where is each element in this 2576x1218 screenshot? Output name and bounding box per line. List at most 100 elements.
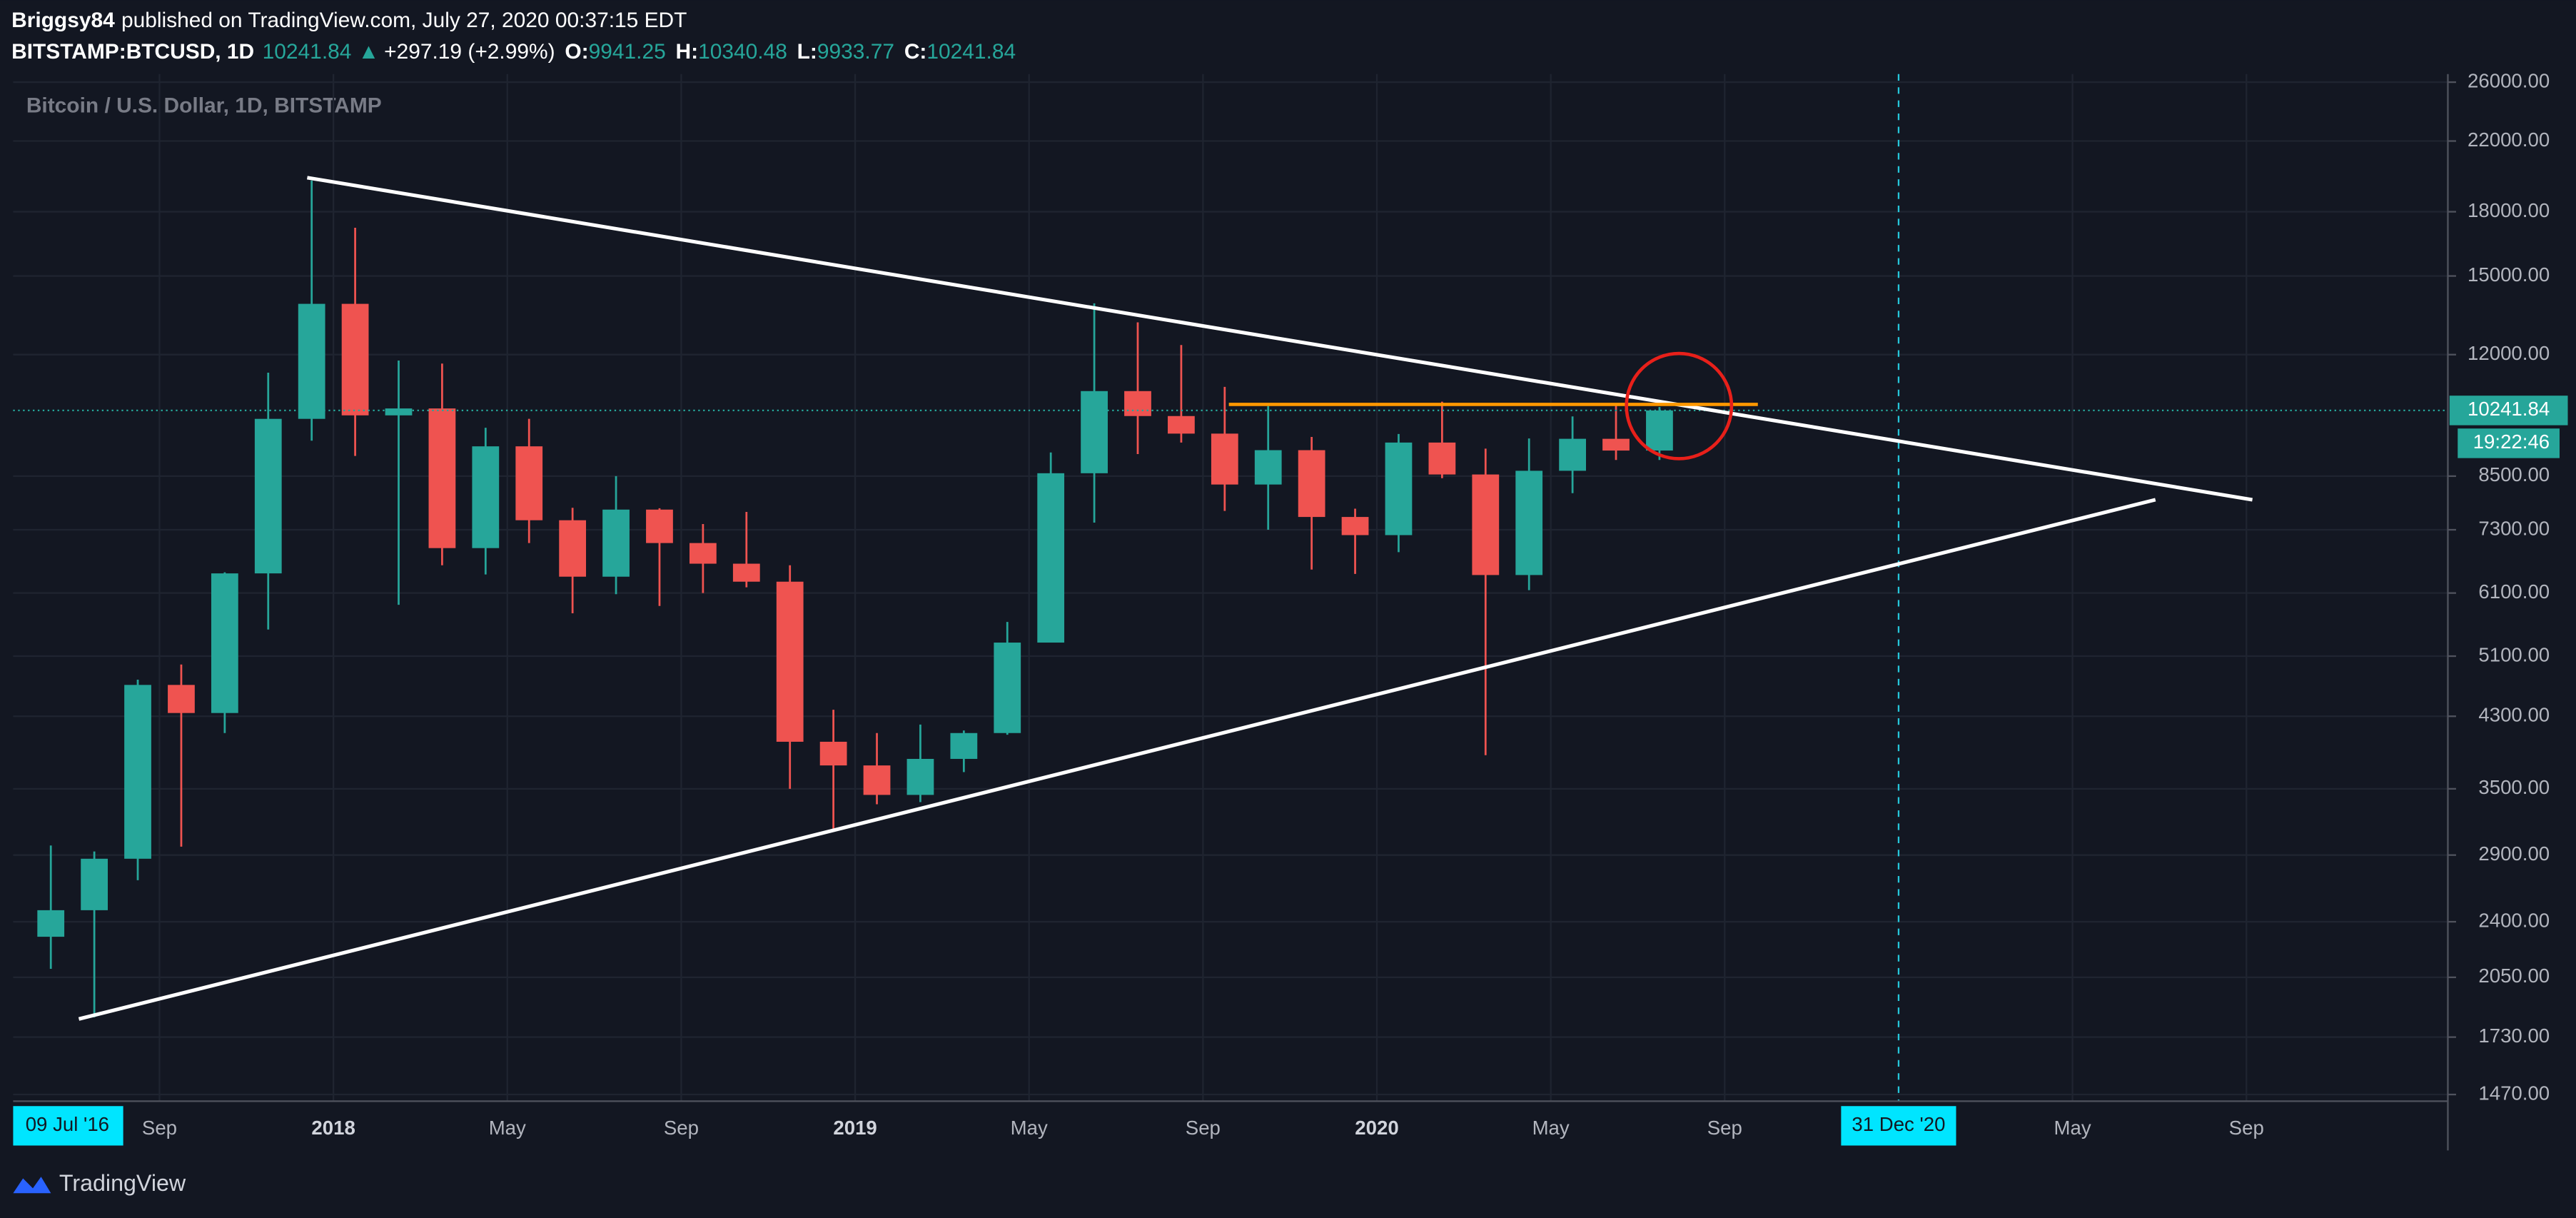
y-tick-label: 18000.00 [2468, 199, 2550, 221]
candle-body [428, 408, 456, 548]
candle-body [819, 741, 847, 766]
header-line-2: BITSTAMP:BTCUSD, 1D 10241.84 ▲ +297.19 (+2.… [11, 40, 1016, 64]
countdown-label: 19:22:46 [2473, 431, 2550, 453]
candle-body [298, 303, 325, 419]
candle-body [1341, 517, 1369, 535]
candle-body [472, 446, 500, 548]
last-price-label: 10241.84 [2468, 398, 2550, 420]
candle-body [515, 446, 543, 520]
arrow: ▲ [358, 40, 380, 64]
candle-body [1515, 470, 1543, 575]
y-tick-label: 15000.00 [2468, 263, 2550, 286]
marker-label: 31 Dec '20 [1852, 1113, 1945, 1135]
candle-body [1559, 438, 1586, 471]
y-tick-label: 2050.00 [2478, 965, 2550, 987]
candle-body [646, 509, 673, 543]
candle-body [1254, 450, 1282, 485]
candle-body [559, 520, 587, 577]
trend-line [306, 176, 2253, 502]
logo-icon [13, 1177, 51, 1194]
candle-body [81, 858, 108, 910]
y-tick-label: 4300.00 [2478, 704, 2550, 726]
y-tick-label: 3500.00 [2478, 776, 2550, 798]
ohlc-value: 10340.48 [698, 40, 787, 64]
y-tick-label: 26000.00 [2468, 69, 2550, 91]
candle-body [37, 910, 65, 937]
x-tick-label: Sep [664, 1117, 699, 1139]
candle-body [385, 408, 413, 416]
y-tick-label: 2400.00 [2478, 909, 2550, 931]
x-tick-label: 2019 [833, 1117, 877, 1139]
x-tick-label: Sep [1707, 1117, 1742, 1139]
candle-body [1168, 416, 1195, 434]
candle-body [1081, 391, 1108, 473]
candle-body [1602, 438, 1630, 451]
candle-body [341, 303, 369, 416]
candle-body [689, 543, 717, 564]
x-tick-label: Sep [1186, 1117, 1221, 1139]
x-tick-label: 2020 [1355, 1117, 1398, 1139]
candle-body [1428, 442, 1456, 475]
x-tick-label: May [1532, 1117, 1570, 1139]
plot: 1470.00 1730.00 2050.00 2400.00 2900.00 3500.… [13, 69, 2568, 1146]
candle-body [863, 765, 891, 795]
marker-box [1841, 1106, 1956, 1146]
countdown-box [2458, 428, 2560, 458]
candle-body [1646, 410, 1673, 451]
author: Briggsy84 [11, 9, 115, 32]
candle-body [1037, 473, 1065, 643]
x-tick-label: Sep [142, 1117, 177, 1139]
y-tick-label: 8500.00 [2478, 463, 2550, 485]
candle-body [732, 563, 760, 582]
ohlc-value: 9941.25 [589, 40, 666, 64]
y-tick-label: 12000.00 [2468, 342, 2550, 364]
candle-body [602, 509, 630, 577]
x-tick-label: May [1011, 1117, 1048, 1139]
candle-body [776, 581, 804, 742]
candle-body [1385, 442, 1413, 535]
ohlc-label: O: [565, 40, 588, 64]
candle-body [950, 733, 978, 759]
candle-body [124, 685, 151, 859]
trend-line [78, 498, 2156, 1021]
x-tick-label: 2018 [311, 1117, 355, 1139]
chart-title: Bitcoin / U.S. Dollar, 1D, BITSTAMP [26, 94, 382, 118]
y-tick-label: 1730.00 [2478, 1025, 2550, 1047]
drawings [78, 176, 2253, 1021]
footer-logo: TradingView [13, 1170, 186, 1196]
candle-body [994, 643, 1021, 733]
ohlc-label: C: [904, 40, 927, 64]
candle-body [906, 758, 934, 795]
range-start-label: 09 Jul '16 [26, 1113, 109, 1135]
y-tick-label: 6100.00 [2478, 580, 2550, 603]
candle-body [1298, 450, 1325, 518]
candle-body [211, 573, 238, 713]
y-tick-label: 7300.00 [2478, 517, 2550, 539]
footer-brand: TradingView [59, 1170, 186, 1196]
header-line-1: Briggsy84 published on TradingView.com, J… [11, 9, 687, 32]
x-tick-label: Sep [2229, 1117, 2264, 1139]
range-start-box [13, 1106, 123, 1146]
x-tick-label: May [489, 1117, 526, 1139]
last-price-box [2449, 396, 2568, 426]
last: 10241.84 [263, 40, 352, 64]
ohlc-value: 9933.77 [817, 40, 894, 64]
y-tick-label: 1470.00 [2478, 1082, 2550, 1104]
candle-body [1472, 474, 1500, 575]
candle-body [1211, 433, 1238, 485]
published: published on TradingView.com, July 27, 2… [121, 9, 687, 32]
ohlc-label: H: [676, 40, 699, 64]
change: +297.19 (+2.99%) [384, 40, 555, 64]
candle-body [254, 418, 282, 574]
symbol: BITSTAMP:BTCUSD, 1D [11, 40, 254, 64]
y-tick-label: 5100.00 [2478, 643, 2550, 665]
y-tick-label: 22000.00 [2468, 129, 2550, 151]
ohlc-value: 10241.84 [926, 40, 1016, 64]
x-tick-label: May [2054, 1117, 2091, 1139]
highlight-circle [1625, 351, 1734, 460]
ohlc-label: L: [797, 40, 817, 64]
y-tick-label: 2900.00 [2478, 842, 2550, 865]
